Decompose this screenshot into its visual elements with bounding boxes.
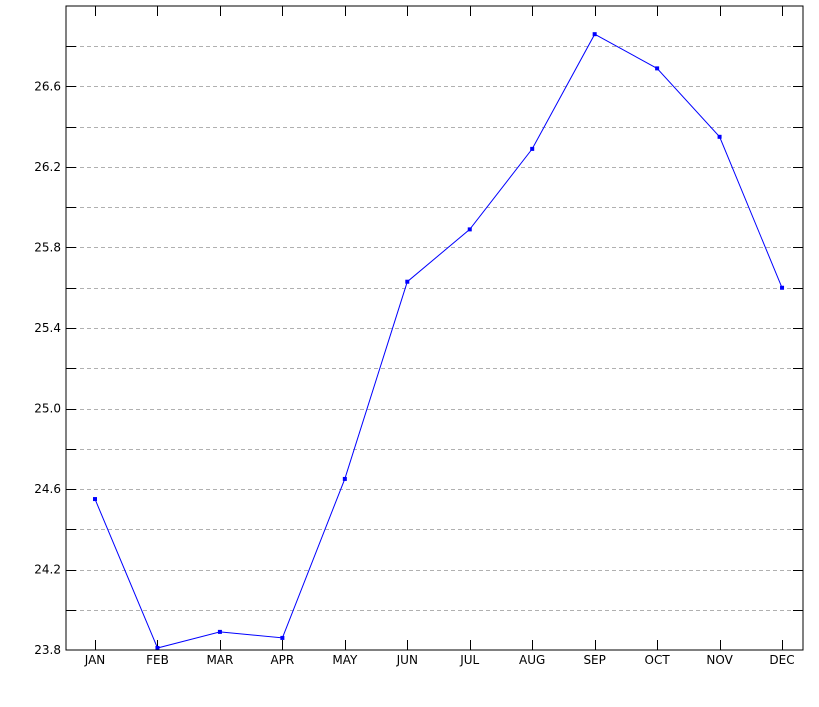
y-tick-label: 24.2 — [34, 563, 61, 577]
y-tick-label: 24.6 — [34, 482, 61, 496]
grid-lines — [66, 46, 803, 611]
x-tick-label: DEC — [769, 653, 794, 667]
data-point — [717, 134, 722, 139]
x-tick-label: JUN — [396, 653, 418, 667]
x-tick-label: OCT — [645, 653, 671, 667]
plot-frame — [65, 5, 804, 651]
data-point — [780, 285, 785, 290]
data-point — [342, 476, 347, 481]
y-tick-label: 26.6 — [34, 80, 61, 94]
data-point — [217, 629, 222, 634]
x-tick-label: NOV — [706, 653, 733, 667]
x-tick-label: MAY — [332, 653, 358, 667]
y-tick-labels: 23.8 24.2 24.6 25.0 25.4 25.8 26.2 26.6 — [34, 80, 61, 658]
data-point — [280, 635, 285, 640]
y-tick-label: 26.2 — [34, 160, 61, 174]
y-tick-label: 25.4 — [34, 321, 61, 335]
x-tick-label: AUG — [519, 653, 545, 667]
x-tick-labels: JAN FEB MAR APR MAY JUN JUL AUG SEP OCT NOV DEC — [84, 653, 795, 667]
data-point — [93, 497, 97, 502]
x-tick-label: FEB — [146, 653, 169, 667]
data-point — [155, 645, 160, 650]
x-tick-label: APR — [270, 653, 294, 667]
x-tick-label: SEP — [583, 653, 605, 667]
data-point — [592, 32, 597, 37]
x-tick-label: JUL — [459, 653, 479, 667]
data-point — [467, 227, 472, 232]
y-tick-label: 25.8 — [34, 241, 61, 255]
x-tick-label: MAR — [206, 653, 233, 667]
y-tick-label: 25.0 — [34, 402, 61, 416]
axis-ticks — [66, 6, 803, 650]
data-point — [655, 66, 660, 71]
series-group — [93, 32, 785, 650]
x-tick-label: JAN — [84, 653, 106, 667]
y-tick-label: 23.8 — [34, 643, 61, 657]
series-line — [94, 33, 783, 649]
data-point — [530, 146, 535, 151]
data-point — [405, 279, 410, 284]
